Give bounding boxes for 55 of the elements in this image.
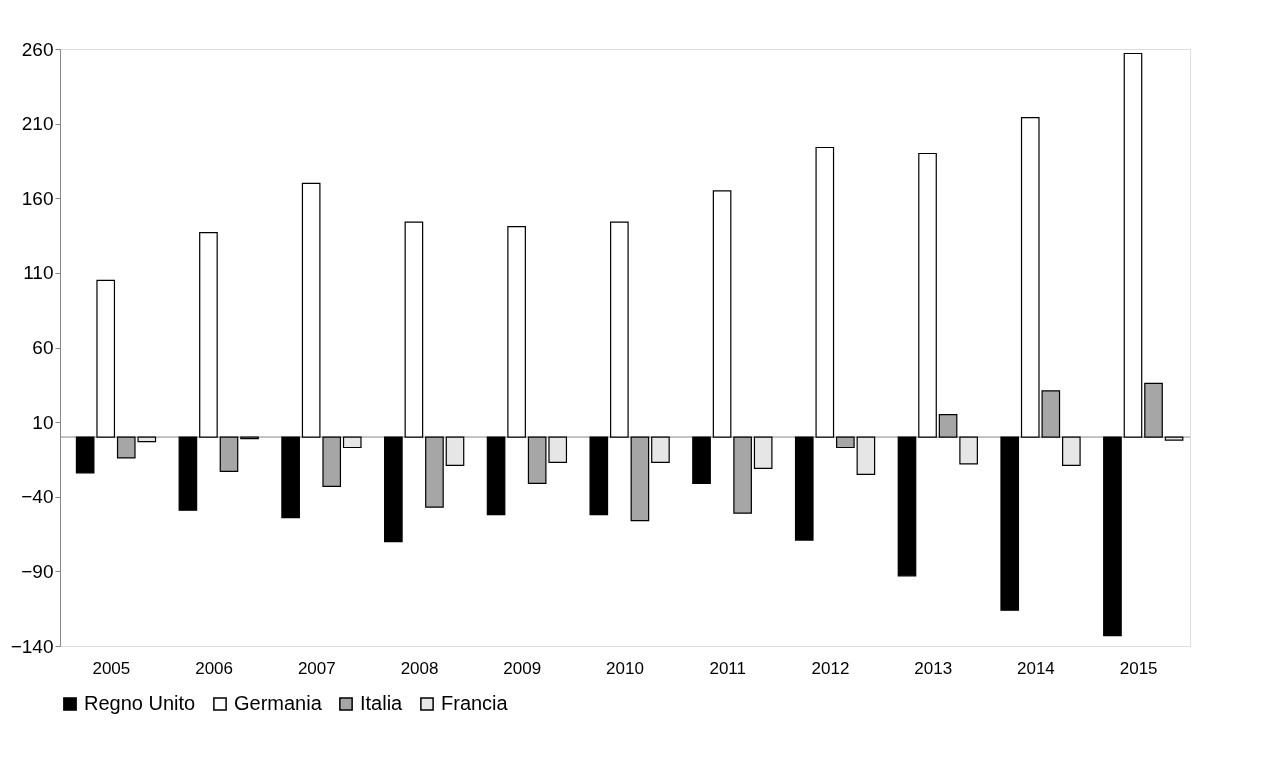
y-tick-label: −40	[21, 486, 54, 508]
bar	[959, 436, 978, 465]
y-tick-label: −90	[21, 560, 54, 582]
x-tick-label: 2008	[400, 658, 439, 678]
bar	[486, 436, 506, 516]
x-tick-label: 2006	[195, 658, 233, 678]
bar	[425, 436, 444, 508]
bar	[384, 436, 403, 543]
bar	[836, 436, 855, 449]
bar	[1164, 436, 1184, 441]
x-tick-label: 2011	[709, 658, 747, 678]
bar	[733, 436, 752, 514]
y-tick-label: 110	[23, 262, 54, 284]
bar	[507, 226, 526, 438]
x-tick-label: 2005	[92, 658, 131, 678]
y-tick-label: 210	[21, 113, 54, 135]
y-tick-label: −140	[10, 635, 54, 657]
bar	[856, 436, 876, 475]
legend-label: Francia	[441, 692, 509, 714]
bar	[753, 436, 773, 469]
bar	[219, 436, 239, 472]
bar	[1062, 436, 1081, 467]
bar	[651, 436, 670, 464]
bar	[938, 414, 958, 438]
bar	[918, 152, 937, 438]
x-tick-label: 2013	[914, 658, 953, 678]
y-tick-label: 160	[21, 187, 54, 209]
bar	[1144, 382, 1163, 438]
bar	[610, 221, 629, 438]
x-tick-label: 2007	[297, 658, 336, 678]
legend-label: Regno Unito	[84, 692, 196, 714]
bar	[692, 436, 711, 484]
bar	[342, 436, 362, 449]
x-tick-label: 2014	[1017, 658, 1055, 678]
bar	[589, 436, 609, 516]
bar	[404, 221, 424, 438]
x-tick-label: 2015	[1119, 658, 1158, 678]
bar	[199, 231, 218, 438]
y-tick-label: 60	[32, 337, 54, 358]
x-tick-label: 2010	[606, 658, 644, 678]
bar	[1000, 436, 1020, 611]
bar	[281, 436, 300, 519]
bar	[897, 436, 917, 577]
bar	[712, 190, 732, 438]
bar	[630, 436, 650, 522]
x-tick-label: 2012	[811, 658, 850, 678]
legend-label: Italia	[360, 692, 404, 714]
x-tick-label: 2009	[503, 658, 542, 678]
legend-label: Germania	[234, 692, 323, 714]
bar	[445, 436, 465, 467]
y-tick-label: 10	[32, 411, 54, 433]
y-tick-label: 260	[21, 38, 54, 60]
bar	[1103, 436, 1122, 637]
bar	[178, 436, 198, 511]
bar	[1123, 52, 1143, 438]
